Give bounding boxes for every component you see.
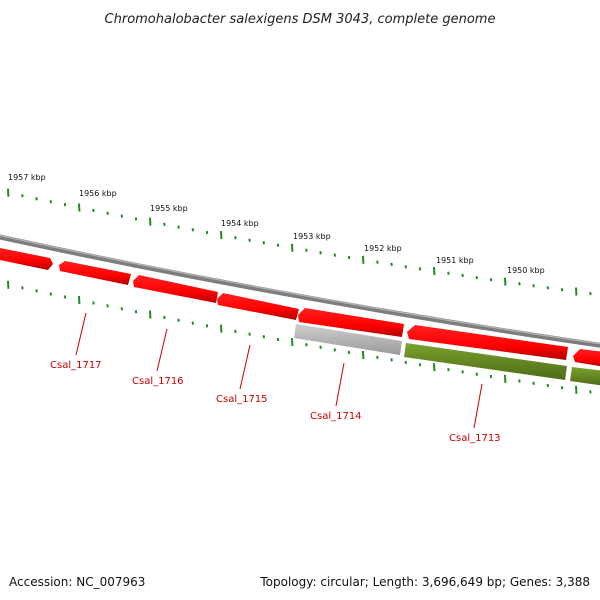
gene-arrow-forward[interactable] <box>59 261 131 285</box>
gene-name: Csal_1714 <box>310 411 362 422</box>
gene-bar-reverse[interactable] <box>404 343 567 380</box>
map-title: Chromohalobacter salexigens DSM 3043, co… <box>105 12 496 27</box>
gene-name: Csal_1716 <box>132 376 184 387</box>
scale-label: 1952 kbp <box>364 244 402 253</box>
scale-label: 1957 kbp <box>8 173 46 182</box>
gene-arrow-forward[interactable] <box>573 349 600 367</box>
genome-summary-text: Topology: circular; Length: 3,696,649 bp… <box>260 575 590 589</box>
gene-arrow-forward[interactable] <box>407 325 568 360</box>
reverse-strand-genes <box>294 324 600 386</box>
scale-label: 1951 kbp <box>436 256 474 265</box>
gene-name: Csal_1717 <box>50 360 102 371</box>
gene-name: Csal_1715 <box>216 394 268 405</box>
scale-label: 1955 kbp <box>150 204 188 213</box>
forward-strand-genes <box>0 247 600 367</box>
inner-tick-marks <box>7 280 592 394</box>
gene-name: Csal_1713 <box>449 433 501 444</box>
gene-label-csal-1714[interactable]: Csal_1714 <box>310 362 362 422</box>
gene-arrow-forward[interactable] <box>217 293 299 320</box>
gene-arrow-forward[interactable] <box>133 275 218 303</box>
gene-arrow-forward[interactable] <box>0 247 53 270</box>
gene-labels: Csal_1717 Csal_1716 Csal_1715 Csal_1714 … <box>50 312 501 444</box>
scale-label: 1954 kbp <box>221 219 259 228</box>
accession-text: Accession: NC_007963 <box>9 575 146 589</box>
scale-ruler: 1957 kbp 1956 kbp 1955 kbp 1954 kbp 1953… <box>7 173 592 296</box>
gene-bar-reverse[interactable] <box>570 367 600 386</box>
scale-label: 1953 kbp <box>293 232 331 241</box>
gene-arrow-forward[interactable] <box>298 308 404 337</box>
gene-bar-reverse[interactable] <box>294 324 402 355</box>
gene-label-csal-1717[interactable]: Csal_1717 <box>50 312 102 371</box>
gene-label-csal-1713[interactable]: Csal_1713 <box>449 383 501 444</box>
scale-label: 1956 kbp <box>79 189 117 198</box>
scale-label: 1950 kbp <box>507 266 545 275</box>
gene-label-csal-1716[interactable]: Csal_1716 <box>132 328 184 387</box>
gene-label-csal-1715[interactable]: Csal_1715 <box>216 344 268 405</box>
backbone <box>0 234 600 348</box>
outer-tick-marks <box>7 188 592 296</box>
